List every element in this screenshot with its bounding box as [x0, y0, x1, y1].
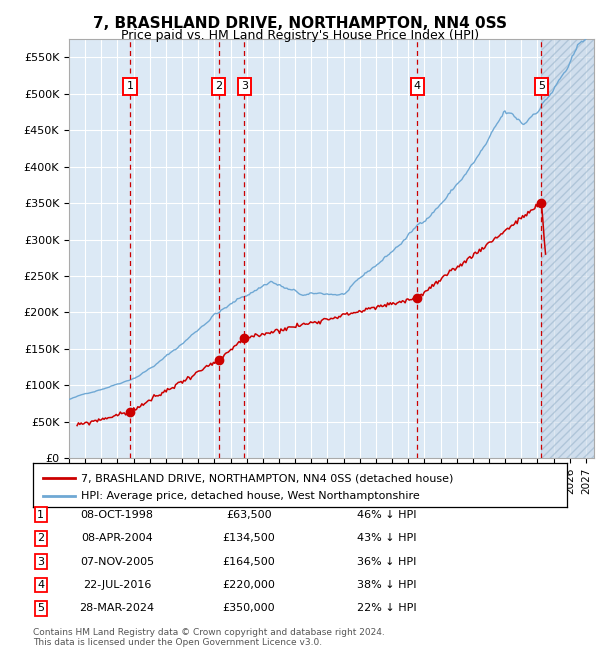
Text: 43% ↓ HPI: 43% ↓ HPI [357, 533, 416, 543]
Text: 22% ↓ HPI: 22% ↓ HPI [357, 603, 416, 614]
Text: 4: 4 [414, 81, 421, 92]
Text: 36% ↓ HPI: 36% ↓ HPI [357, 556, 416, 567]
Text: 08-APR-2004: 08-APR-2004 [81, 533, 153, 543]
Text: 1: 1 [127, 81, 133, 92]
Text: 5: 5 [37, 603, 44, 614]
Text: £164,500: £164,500 [223, 556, 275, 567]
Text: £350,000: £350,000 [223, 603, 275, 614]
Text: 7, BRASHLAND DRIVE, NORTHAMPTON, NN4 0SS: 7, BRASHLAND DRIVE, NORTHAMPTON, NN4 0SS [93, 16, 507, 31]
Text: 1: 1 [37, 510, 44, 520]
Text: 22-JUL-2016: 22-JUL-2016 [83, 580, 151, 590]
Text: 28-MAR-2024: 28-MAR-2024 [79, 603, 155, 614]
Text: 08-OCT-1998: 08-OCT-1998 [80, 510, 154, 520]
Text: 5: 5 [538, 81, 545, 92]
Text: 07-NOV-2005: 07-NOV-2005 [80, 556, 154, 567]
Text: 46% ↓ HPI: 46% ↓ HPI [357, 510, 416, 520]
Text: £220,000: £220,000 [223, 580, 275, 590]
Text: 38% ↓ HPI: 38% ↓ HPI [357, 580, 416, 590]
Text: 3: 3 [37, 556, 44, 567]
Text: HPI: Average price, detached house, West Northamptonshire: HPI: Average price, detached house, West… [81, 491, 420, 501]
Text: 2: 2 [37, 533, 44, 543]
Text: 3: 3 [241, 81, 248, 92]
Bar [541, 39, 594, 458]
Text: Price paid vs. HM Land Registry's House Price Index (HPI): Price paid vs. HM Land Registry's House … [121, 29, 479, 42]
Text: 4: 4 [37, 580, 44, 590]
Text: 7, BRASHLAND DRIVE, NORTHAMPTON, NN4 0SS (detached house): 7, BRASHLAND DRIVE, NORTHAMPTON, NN4 0SS… [81, 473, 454, 484]
Text: £63,500: £63,500 [226, 510, 272, 520]
Text: £134,500: £134,500 [223, 533, 275, 543]
Text: 2: 2 [215, 81, 223, 92]
Text: Contains HM Land Registry data © Crown copyright and database right 2024.
This d: Contains HM Land Registry data © Crown c… [33, 628, 385, 647]
